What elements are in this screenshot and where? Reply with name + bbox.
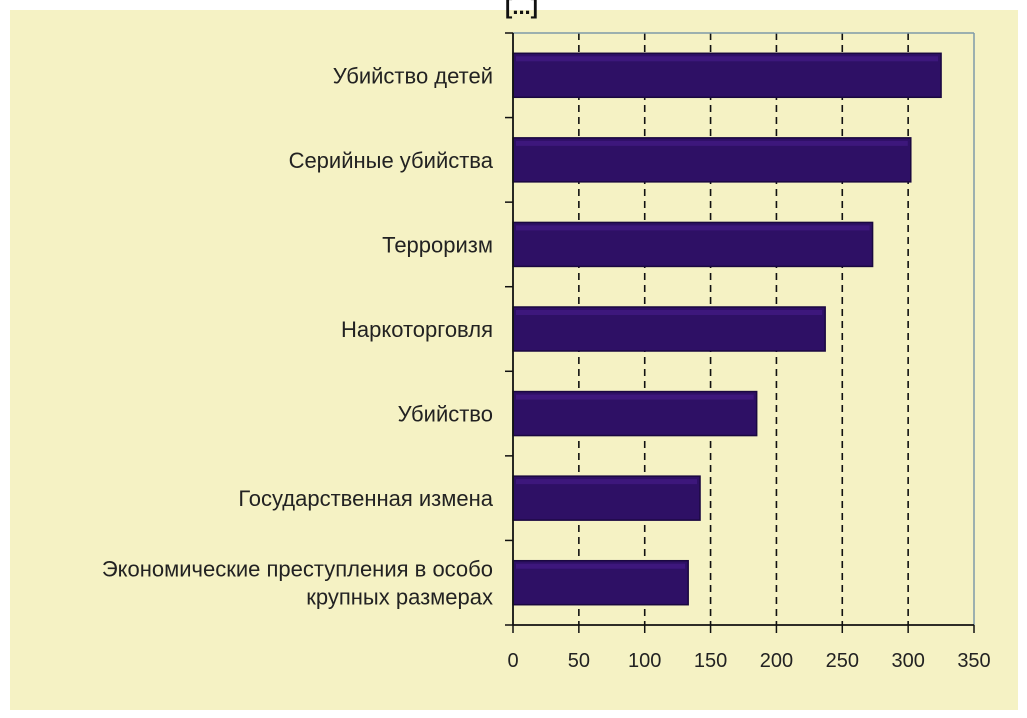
bar-highlight-5	[516, 479, 698, 485]
bar-highlight-6	[516, 563, 686, 569]
x-tick-label-100: 100	[628, 650, 661, 672]
x-tick-label-250: 250	[826, 650, 859, 672]
category-label-1: Серийные убийства	[289, 148, 494, 173]
x-tick-label-200: 200	[760, 650, 793, 672]
x-tick-label-150: 150	[694, 650, 727, 672]
bar-highlight-0	[516, 56, 939, 62]
category-label-6-line-1: крупных размерах	[306, 585, 493, 610]
category-label-5: Государственная измена	[238, 486, 493, 511]
label-layer: 0 50 100 150 200 250 300 350 Убийство детей Серий…	[102, 63, 991, 672]
category-label-4: Убийство	[398, 402, 493, 427]
category-label-2: Терроризм	[382, 232, 493, 257]
axis-layer	[505, 32, 975, 633]
x-tick-label-300: 300	[891, 650, 924, 672]
chart-title-fragment: [...]	[505, 0, 538, 19]
category-label-3: Наркоторговля	[341, 317, 493, 342]
bar-highlight-2	[516, 225, 870, 231]
x-tick-label-0: 0	[507, 650, 518, 672]
x-tick-label-350: 350	[957, 650, 990, 672]
category-label-6-line-0: Экономические преступления в особо	[102, 557, 493, 582]
bar-highlight-3	[516, 310, 823, 315]
bar-highlight-4	[516, 394, 754, 400]
category-label-0: Убийство детей	[333, 63, 493, 88]
bar-highlight-1	[516, 140, 908, 146]
x-tick-label-50: 50	[568, 650, 590, 672]
bar-layer	[512, 52, 942, 606]
grid-layer	[578, 33, 909, 625]
